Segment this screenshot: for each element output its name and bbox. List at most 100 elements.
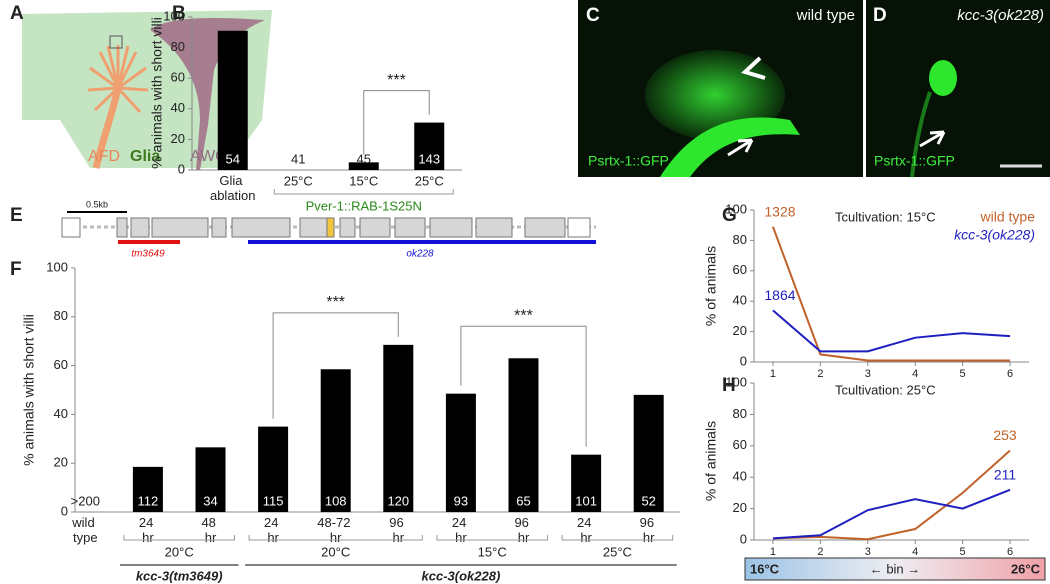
strain-label: kcc-3(ok228) bbox=[422, 568, 501, 583]
x-tick-label: 3 bbox=[865, 368, 871, 380]
y-tick-label: 60 bbox=[54, 357, 68, 372]
bar bbox=[320, 369, 351, 512]
panel-a: A AFD Glia AWC bbox=[10, 3, 272, 170]
n-label: 115 bbox=[263, 493, 284, 508]
y-tick-label: 20 bbox=[733, 323, 747, 338]
y-tick-label: 0 bbox=[740, 353, 747, 368]
x-tick-label: 96 hr bbox=[514, 515, 532, 545]
allele-label: tm3649 bbox=[131, 249, 165, 260]
x-tick-label: 4 bbox=[912, 368, 918, 380]
group-label: 20°C bbox=[165, 544, 194, 559]
x-tick-label: 25°C bbox=[415, 173, 444, 188]
panel-letter: B bbox=[172, 3, 186, 24]
y-tick-label: 80 bbox=[733, 232, 747, 247]
micrograph bbox=[866, 0, 1050, 177]
panel-letter: F bbox=[10, 259, 22, 280]
bar bbox=[217, 30, 248, 170]
line bbox=[772, 309, 1011, 353]
line bbox=[772, 488, 1011, 540]
x-tick-label: 96 hr bbox=[389, 515, 407, 545]
group-bracket bbox=[248, 535, 423, 541]
significance-bracket bbox=[460, 325, 587, 447]
bar bbox=[571, 454, 602, 512]
reporter-label: Psrtx-1::GFP bbox=[588, 153, 669, 169]
genotype-label: wild type bbox=[796, 7, 855, 24]
n-label: >200 bbox=[71, 493, 100, 508]
afd-label: AFD bbox=[88, 148, 120, 165]
y-tick-label: 100 bbox=[725, 374, 747, 389]
group-bracket bbox=[561, 535, 674, 541]
x-tick-label: 2 bbox=[817, 546, 823, 558]
group-label: Pver-1::RAB-1S25N bbox=[306, 198, 422, 213]
group-label: 20°C bbox=[321, 544, 350, 559]
y-tick-label: 40 bbox=[171, 100, 185, 115]
significance-label: *** bbox=[514, 307, 533, 324]
bar bbox=[445, 393, 476, 512]
x-tick-label: 2 bbox=[817, 368, 823, 380]
bar bbox=[258, 426, 289, 512]
n-label: 34 bbox=[203, 493, 217, 508]
awc-shape bbox=[150, 18, 265, 170]
arrow bbox=[919, 130, 946, 148]
significance-label: *** bbox=[326, 294, 345, 311]
panel-letter: H bbox=[722, 375, 736, 396]
y-tick-label: 60 bbox=[733, 262, 747, 277]
n-label: 211 bbox=[994, 466, 1017, 482]
x-tick-label: 24 hr bbox=[452, 515, 470, 545]
y-tick-label: 40 bbox=[733, 293, 747, 308]
x-tick-label: wild type bbox=[71, 515, 98, 545]
y-tick-label: 60 bbox=[733, 437, 747, 452]
x-tick-label: 6 bbox=[1007, 546, 1013, 558]
x-tick-label: 1 bbox=[770, 368, 776, 380]
x-tick-label: 25°C bbox=[284, 173, 313, 188]
y-tick-label: 80 bbox=[54, 308, 68, 323]
significance-label: *** bbox=[387, 72, 406, 89]
group-label: 25°C bbox=[603, 544, 632, 559]
n-label: 52 bbox=[641, 493, 655, 508]
strain-label: kcc-3(tm3649) bbox=[136, 568, 223, 583]
n-label: 101 bbox=[575, 493, 597, 508]
panel-c: C wild type Psrtx-1::GFP bbox=[578, 0, 863, 177]
bar bbox=[414, 122, 445, 170]
panel-letter: E bbox=[10, 205, 23, 226]
group-label: 15°C bbox=[478, 544, 507, 559]
x-tick-label: 5 bbox=[960, 546, 966, 558]
bar bbox=[383, 344, 414, 512]
y-tick-label: 40 bbox=[733, 469, 747, 484]
n-label: 41 bbox=[291, 151, 305, 166]
significance-bracket bbox=[272, 312, 399, 419]
n-label: 45 bbox=[357, 151, 371, 166]
legend-label: wild type bbox=[980, 209, 1036, 225]
bin-right: 26°C bbox=[1011, 561, 1041, 576]
n-label: 143 bbox=[418, 151, 440, 166]
awc-label: AWC bbox=[190, 148, 227, 165]
panel-letter: C bbox=[586, 5, 600, 26]
line bbox=[772, 449, 1011, 541]
y-tick-label: 80 bbox=[171, 39, 185, 54]
x-tick-label: 5 bbox=[960, 368, 966, 380]
y-tick-label: 0 bbox=[178, 161, 185, 176]
n-label: 65 bbox=[516, 493, 530, 508]
gfp-signal bbox=[660, 117, 800, 177]
bar bbox=[348, 162, 379, 170]
chart-title: Tcultivation: 25°C bbox=[835, 382, 936, 397]
legend-label: kcc-3(ok228) bbox=[954, 227, 1035, 243]
n-label: 253 bbox=[993, 427, 1017, 443]
y-tick-label: 60 bbox=[171, 70, 185, 85]
allele-label: ok228 bbox=[406, 249, 434, 260]
bar bbox=[633, 394, 664, 512]
y-tick-label: 0 bbox=[740, 531, 747, 546]
bin-center: ← bin → bbox=[870, 561, 921, 576]
y-tick-label: 20 bbox=[733, 500, 747, 515]
group-bracket bbox=[123, 535, 235, 541]
gfp-signal bbox=[910, 91, 932, 178]
x-tick-label: 3 bbox=[865, 546, 871, 558]
x-tick-label: 48 hr bbox=[201, 515, 219, 545]
chart-title: Tcultivation: 15°C bbox=[835, 209, 936, 224]
group-bracket bbox=[436, 535, 548, 541]
arrow bbox=[727, 138, 754, 157]
x-tick-label: 4 bbox=[912, 546, 918, 558]
y-tick-label: 100 bbox=[46, 259, 68, 274]
x-tick-label: 24 hr bbox=[264, 515, 282, 545]
line bbox=[772, 226, 1011, 362]
